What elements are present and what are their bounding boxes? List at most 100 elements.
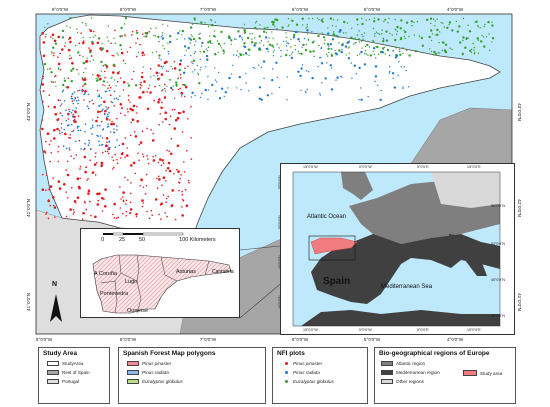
nfi-point-globulus (345, 54, 347, 56)
nfi-point-pinaster (136, 120, 139, 123)
nfi-point-radiata (196, 64, 199, 67)
nfi-point-pinaster (42, 77, 44, 80)
nfi-point-globulus (384, 53, 386, 55)
nfi-point-globulus (86, 57, 88, 59)
nfi-point-globulus (430, 50, 433, 53)
nfi-point-pinaster (94, 215, 97, 219)
nfi-point-globulus (290, 38, 292, 40)
nfi-point-pinaster (52, 54, 55, 57)
nfi-point-radiata (116, 139, 118, 141)
nfi-point-pinaster (55, 74, 57, 77)
nfi-point-radiata (66, 112, 69, 115)
nfi-point-radiata (320, 47, 322, 50)
nfi-point-globulus (247, 48, 250, 51)
nfi-point-globulus (210, 18, 212, 21)
nfi-point-pinaster (104, 76, 106, 79)
nfi-point-pinaster (141, 54, 144, 57)
nfi-point-pinaster (105, 65, 109, 68)
nfi-point-radiata (198, 33, 200, 36)
nfi-point-globulus (137, 51, 140, 54)
nfi-point-globulus (408, 35, 410, 38)
nfi-point-radiata (239, 52, 241, 55)
nfi-point-globulus (291, 53, 293, 55)
nfi-point-globulus (364, 50, 367, 52)
nfi-point-globulus (429, 48, 431, 50)
nfi-point-pinaster (104, 109, 107, 113)
nfi-point-radiata (164, 90, 166, 92)
nfi-point-pinaster (74, 118, 76, 121)
nfi-point-pinaster (153, 99, 155, 102)
nfi-point-pinaster (150, 129, 152, 131)
swatch-study-area (463, 370, 477, 376)
nfi-point-radiata (326, 62, 328, 64)
europe-inset: 15°0'0"W 5°0'0"W 5°0'0"E 15°0'0"E 15°0'0… (278, 163, 515, 335)
nfi-point-globulus (289, 55, 291, 57)
nfi-point-pinaster (134, 172, 137, 175)
nfi-point-pinaster (145, 185, 148, 187)
nfi-point-radiata (108, 111, 110, 114)
nfi-point-radiata (306, 88, 308, 91)
nfi-point-radiata (109, 131, 112, 133)
nfi-point-radiata (199, 69, 201, 71)
nfi-point-globulus (259, 42, 261, 44)
nfi-point-radiata (105, 116, 108, 118)
nfi-point-radiata (71, 93, 74, 95)
nfi-point-pinaster (139, 185, 141, 187)
nfi-point-radiata (70, 112, 73, 114)
nfi-point-pinaster (94, 156, 97, 158)
nfi-point-pinaster (71, 100, 74, 102)
eu-left-tick-4: 40°0'0"N (278, 295, 282, 309)
nfi-point-radiata (374, 80, 376, 83)
nfi-point-pinaster (173, 67, 177, 70)
nfi-point-radiata (360, 50, 363, 54)
eu-left-tick-2: 50°0'0"N (278, 215, 282, 229)
nfi-point-pinaster (119, 112, 122, 115)
province-borders (100, 254, 210, 314)
nfi-point-globulus (381, 33, 383, 35)
nfi-point-radiata (111, 101, 114, 104)
nfi-point-globulus (477, 39, 479, 41)
legend-item-nfi-radiata: Pinus radiata (281, 370, 320, 375)
nfi-point-radiata (403, 66, 405, 68)
nfi-point-pinaster (168, 150, 170, 152)
nfi-point-pinaster (173, 60, 176, 63)
nfi-point-radiata (72, 109, 74, 112)
nfi-point-pinaster (177, 88, 180, 91)
nfi-point-pinaster (144, 193, 147, 195)
nfi-point-radiata (375, 57, 377, 59)
nfi-point-globulus (191, 35, 193, 38)
nfi-point-globulus (338, 42, 340, 44)
nfi-point-radiata (84, 131, 86, 133)
nfi-point-pinaster (160, 218, 162, 220)
nfi-point-radiata (228, 76, 231, 80)
nfi-point-pinaster (184, 95, 186, 98)
nfi-point-radiata (82, 89, 85, 92)
nfi-point-pinaster (81, 218, 84, 220)
nfi-point-pinaster (85, 208, 88, 211)
nfi-point-radiata (344, 45, 348, 48)
nfi-point-pinaster (85, 166, 87, 169)
nfi-point-globulus (317, 34, 320, 38)
nfi-point-pinaster (107, 152, 110, 155)
nfi-point-globulus (175, 81, 178, 84)
nfi-point-globulus (336, 34, 338, 37)
nfi-point-radiata (311, 31, 313, 33)
nfi-point-radiata (244, 52, 248, 55)
nfi-point-pinaster (173, 173, 175, 175)
nfi-point-pinaster (88, 100, 91, 103)
nfi-point-pinaster (86, 179, 88, 181)
nfi-point-radiata (194, 95, 196, 97)
nfi-point-globulus (357, 23, 359, 26)
nfi-point-pinaster (161, 101, 163, 104)
nfi-point-radiata (78, 89, 81, 92)
nfi-point-globulus (383, 46, 386, 48)
nfi-point-pinaster (129, 192, 132, 195)
nfi-point-pinaster (165, 60, 168, 64)
nfi-point-radiata (297, 38, 300, 41)
nfi-point-globulus (476, 37, 478, 40)
nfi-point-radiata (392, 50, 394, 52)
swatch-fm-globulus (127, 379, 139, 384)
nfi-point-radiata (248, 90, 250, 92)
nfi-point-radiata (61, 131, 63, 134)
nfi-point-globulus (414, 49, 417, 53)
